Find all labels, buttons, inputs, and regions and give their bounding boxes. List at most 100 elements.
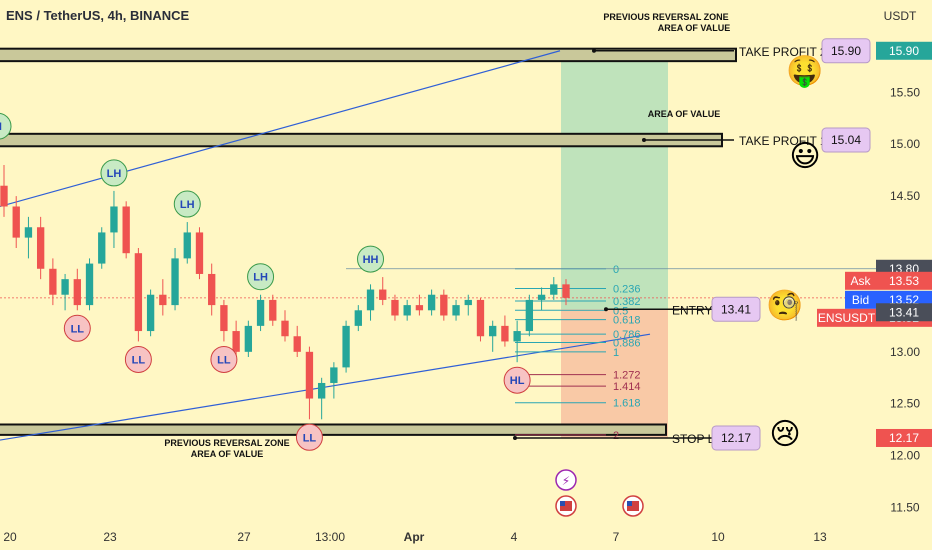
candle-body xyxy=(489,325,497,337)
zone-label: AREA OF VALUE xyxy=(658,23,731,33)
lightning-glyph: ⚡ xyxy=(562,474,570,488)
candle-body xyxy=(85,263,94,306)
price-tag-text: 12.17 xyxy=(889,431,919,445)
x-tick-label: 27 xyxy=(237,530,251,544)
fib-level-label: 0.886 xyxy=(613,337,641,349)
candle-body xyxy=(403,305,411,316)
price-tag-text: 15.90 xyxy=(889,44,919,58)
price-tag-text: 13.53 xyxy=(889,274,919,288)
price-tag: 12.17 xyxy=(876,428,932,447)
candle-body xyxy=(73,279,81,306)
swing-label: LH xyxy=(173,190,201,218)
candle xyxy=(12,196,20,249)
annotation-tag xyxy=(711,425,761,451)
price-tag-bg xyxy=(876,428,932,447)
candle xyxy=(415,294,424,316)
annotation-text: TAKE PROFIT 2 xyxy=(739,45,827,59)
x-tick-label: 10 xyxy=(711,530,725,544)
fib-level-label: 2 xyxy=(613,430,619,442)
loss-zone xyxy=(561,309,668,438)
annotation-tag-text: 13.41 xyxy=(721,302,751,316)
price-tag-bg xyxy=(876,271,932,290)
price-tag-side-bg xyxy=(845,271,876,290)
candle-body xyxy=(208,273,216,306)
swing-text: HL xyxy=(510,375,525,387)
y-tick-label: 12.50 xyxy=(890,397,920,411)
us-flag-event-icon[interactable] xyxy=(622,495,644,517)
swing-text: LL xyxy=(132,354,146,366)
fib-level-label: 1.618 xyxy=(613,398,641,410)
trendlines xyxy=(0,50,651,441)
candle xyxy=(232,320,240,358)
candle xyxy=(293,325,301,358)
candle xyxy=(354,305,362,332)
price-tag-side-bg xyxy=(845,290,876,309)
trendline-upper xyxy=(0,50,561,208)
candle-body xyxy=(232,331,240,352)
x-tick-label: 4 xyxy=(511,530,518,544)
candle xyxy=(110,190,118,249)
candle xyxy=(36,216,45,280)
price-tag: 13.41 xyxy=(876,303,932,322)
annotation-dot xyxy=(513,435,517,440)
candle-body xyxy=(550,284,558,295)
candle xyxy=(550,277,558,300)
swing-circle xyxy=(503,366,531,394)
candle xyxy=(342,320,350,373)
fib-level-label: 1 xyxy=(613,347,619,359)
candles xyxy=(0,164,570,420)
zone-box xyxy=(0,423,667,436)
candle xyxy=(195,227,204,280)
candle-body xyxy=(513,331,521,342)
swing-text: HH xyxy=(363,254,379,266)
candle-body xyxy=(391,299,399,316)
swing-text: LL xyxy=(303,432,317,444)
annotation-text: ENTRY xyxy=(672,303,712,317)
candle-body xyxy=(12,206,20,238)
us-flag-event-icon[interactable] xyxy=(555,495,577,517)
candle xyxy=(183,222,191,264)
candle xyxy=(513,320,521,363)
swing-circle xyxy=(100,159,128,187)
swing-text: LH xyxy=(107,168,122,180)
candle xyxy=(171,248,179,311)
zone-label: PREVIOUS REVERSAL ZONE xyxy=(603,12,728,22)
y-tick-label: 14.50 xyxy=(890,189,920,203)
candle xyxy=(85,258,94,311)
annotation-take-profit-2: TAKE PROFIT 2 15.90 🤑 xyxy=(592,38,871,89)
swing-circle xyxy=(210,345,238,373)
candle-body xyxy=(379,289,387,300)
candle xyxy=(220,299,228,342)
price-tag: 15.90 xyxy=(876,41,932,60)
fib-level-label: 1.272 xyxy=(613,370,641,382)
annotation-tag-text: 12.17 xyxy=(721,431,751,445)
candle-body xyxy=(244,325,253,352)
lightning-event-icon[interactable]: ⚡ xyxy=(555,469,577,491)
candle-body xyxy=(98,232,106,264)
swing-circle xyxy=(247,263,275,291)
swing-label: LL xyxy=(295,423,323,451)
flag-canton xyxy=(560,501,565,506)
swing-text: LH xyxy=(253,272,268,284)
position-shading xyxy=(561,50,668,438)
candle xyxy=(317,377,326,420)
candle-body xyxy=(525,299,534,332)
x-tick-label: 20 xyxy=(3,530,17,544)
x-tick-label: 7 xyxy=(613,530,620,544)
candle-body xyxy=(171,258,179,306)
lightning-event-circle[interactable] xyxy=(555,469,577,491)
swing-circle xyxy=(295,423,323,451)
x-tick-label: 13 xyxy=(813,530,827,544)
candle xyxy=(98,227,106,269)
candle-body xyxy=(366,289,375,311)
candle-body xyxy=(476,299,485,337)
candle-body xyxy=(464,299,472,306)
candle xyxy=(489,320,497,352)
swing-text: LL xyxy=(71,323,85,335)
zone-label: AREA OF VALUE xyxy=(191,449,264,459)
candle xyxy=(391,294,399,321)
price-tag-side-text: Bid xyxy=(852,293,869,307)
